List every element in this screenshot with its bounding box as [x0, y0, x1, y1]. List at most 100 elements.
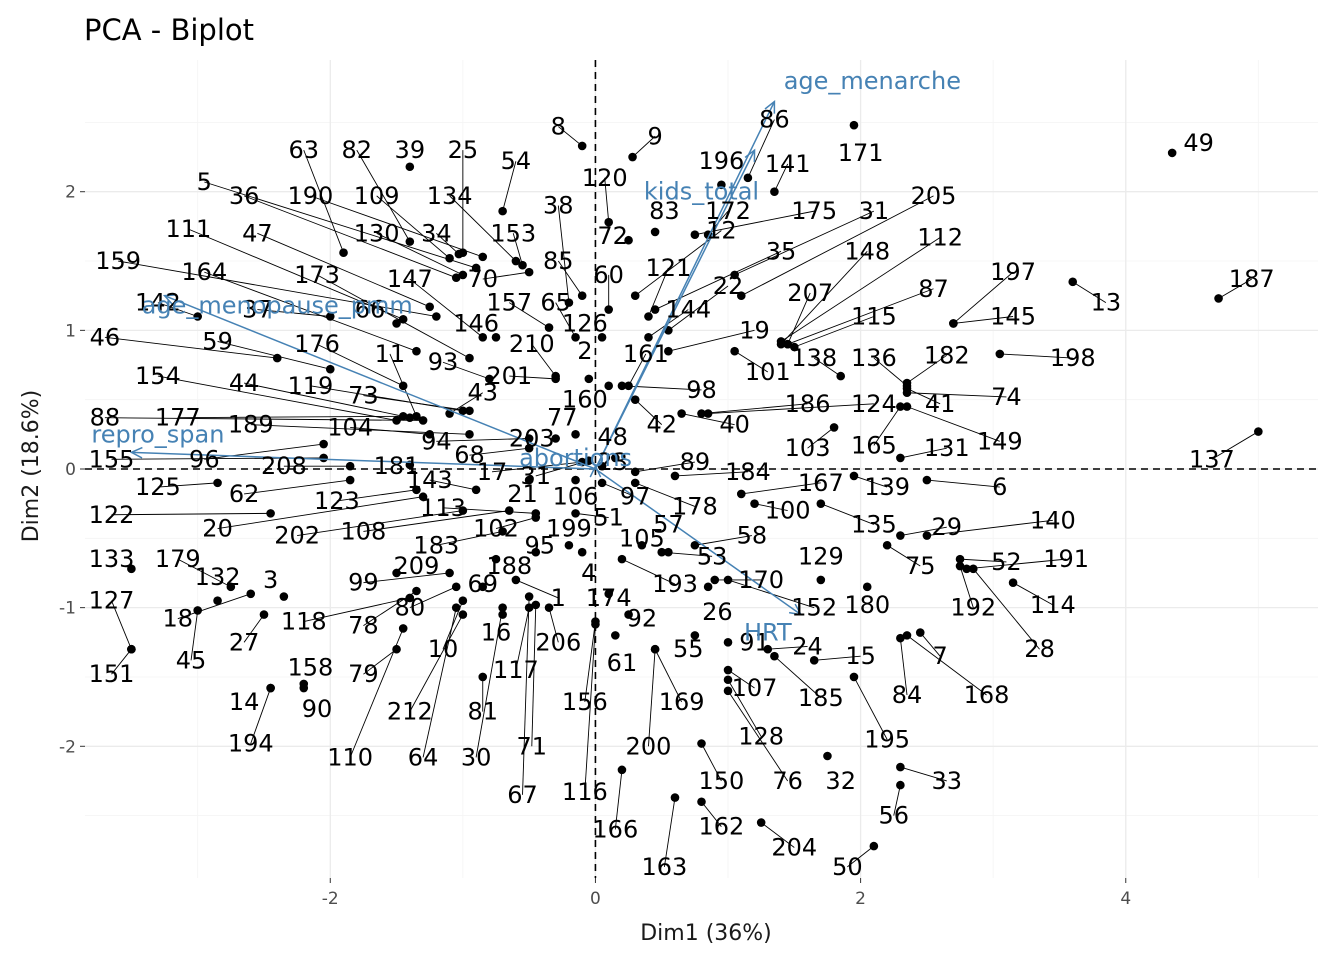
observation-point — [670, 471, 680, 481]
variable-label: kids_total — [644, 178, 759, 206]
observation-point — [454, 249, 464, 259]
y-tick-label: 0 — [65, 460, 76, 480]
observation-label: 138 — [791, 344, 837, 372]
label-leader-line — [409, 614, 464, 712]
observation-label: 193 — [652, 570, 698, 598]
label-leader-line — [906, 406, 1000, 442]
observation-point — [571, 509, 580, 518]
observation-point — [498, 527, 507, 536]
observation-point — [624, 610, 633, 619]
observation-label: 201 — [486, 362, 532, 390]
label-leader-line — [449, 392, 483, 414]
observation-label: 39 — [395, 136, 426, 164]
label-leader-line — [807, 427, 835, 449]
variable-label: HRT — [744, 619, 792, 647]
observation-point — [478, 252, 488, 262]
observation-point — [611, 631, 620, 640]
observation-label: 146 — [453, 309, 499, 337]
observation-label: 32 — [825, 767, 856, 795]
observation-point — [577, 547, 587, 557]
label-leader-line — [668, 285, 729, 331]
observation-label: 129 — [798, 542, 844, 570]
observation-label: 142 — [135, 289, 181, 317]
observation-point — [213, 478, 222, 488]
label-leader-line — [654, 649, 683, 703]
label-leader-line — [363, 648, 397, 675]
observation-point — [339, 248, 348, 258]
observation-point — [564, 298, 574, 307]
observation-point — [968, 564, 978, 574]
observation-label: 151 — [89, 660, 135, 688]
x-tick-label: 4 — [1120, 889, 1131, 909]
observation-point — [491, 332, 501, 342]
observation-point — [425, 302, 435, 312]
observation-point — [710, 575, 720, 585]
label-leader-line — [548, 607, 559, 643]
observation-label: 29 — [932, 513, 963, 541]
label-leader-line — [376, 232, 464, 276]
observation-label: 174 — [586, 584, 632, 612]
observation-label: 95 — [524, 531, 555, 559]
variable-arrow — [131, 451, 596, 470]
label-leader-line — [614, 769, 623, 830]
observation-label: 76 — [772, 767, 803, 795]
observation-point — [723, 675, 733, 685]
label-leader-line — [635, 482, 696, 507]
observation-label: 37 — [242, 296, 273, 324]
variable-label: age_menopause_pmm — [142, 291, 413, 319]
observation-point — [949, 319, 958, 328]
observation-label: 143 — [407, 466, 453, 494]
observation-label: 137 — [1189, 445, 1235, 473]
observation-label: 110 — [327, 743, 373, 771]
label-leader-line — [900, 766, 947, 782]
label-leader-line — [515, 607, 530, 671]
observation-point — [398, 381, 408, 391]
observation-point — [498, 206, 507, 216]
observation-point — [432, 312, 441, 321]
label-leader-line — [747, 119, 775, 179]
observation-point — [418, 492, 428, 502]
label-leader-line — [575, 512, 609, 518]
observation-label: 78 — [348, 612, 379, 640]
observation-label: 81 — [467, 698, 498, 726]
observation-label: 27 — [229, 628, 260, 656]
observation-point — [458, 610, 468, 619]
observation-label: 162 — [698, 813, 744, 841]
observation-label: 71 — [517, 732, 548, 760]
observation-label: 187 — [1229, 265, 1275, 293]
observation-label: 45 — [176, 646, 207, 674]
observation-label: 60 — [593, 261, 624, 289]
label-leader-line — [111, 648, 132, 675]
observation-point — [226, 582, 236, 592]
observation-point — [809, 656, 819, 665]
observation-label: 88 — [90, 404, 121, 432]
observation-label: 122 — [89, 501, 135, 529]
observation-point — [531, 600, 541, 610]
observation-point — [611, 453, 620, 463]
observation-label: 158 — [287, 653, 333, 681]
label-leader-line — [813, 357, 841, 377]
variable-arrows — [129, 100, 803, 616]
label-leader-line — [900, 447, 947, 459]
observation-point — [531, 513, 541, 522]
observation-point — [823, 751, 832, 761]
observation-label: 43 — [467, 379, 498, 407]
observation-point — [392, 644, 401, 654]
observation-label: 59 — [202, 327, 233, 355]
observation-point — [624, 381, 633, 391]
label-leader-line — [632, 135, 656, 158]
label-leader-line — [906, 354, 948, 384]
observation-label: 125 — [135, 473, 181, 501]
observation-point — [664, 547, 673, 557]
observation-point — [445, 568, 454, 578]
observation-label: 177 — [155, 404, 201, 432]
observation-point — [756, 818, 766, 827]
label-leader-line — [177, 593, 251, 620]
observation-label: 197 — [990, 258, 1036, 286]
observation-label: 160 — [562, 386, 608, 414]
observation-label: 49 — [1183, 129, 1214, 157]
observation-label: 194 — [228, 730, 274, 758]
observation-label: 106 — [553, 483, 599, 511]
observation-label: 200 — [626, 732, 672, 760]
observation-point — [405, 413, 415, 423]
